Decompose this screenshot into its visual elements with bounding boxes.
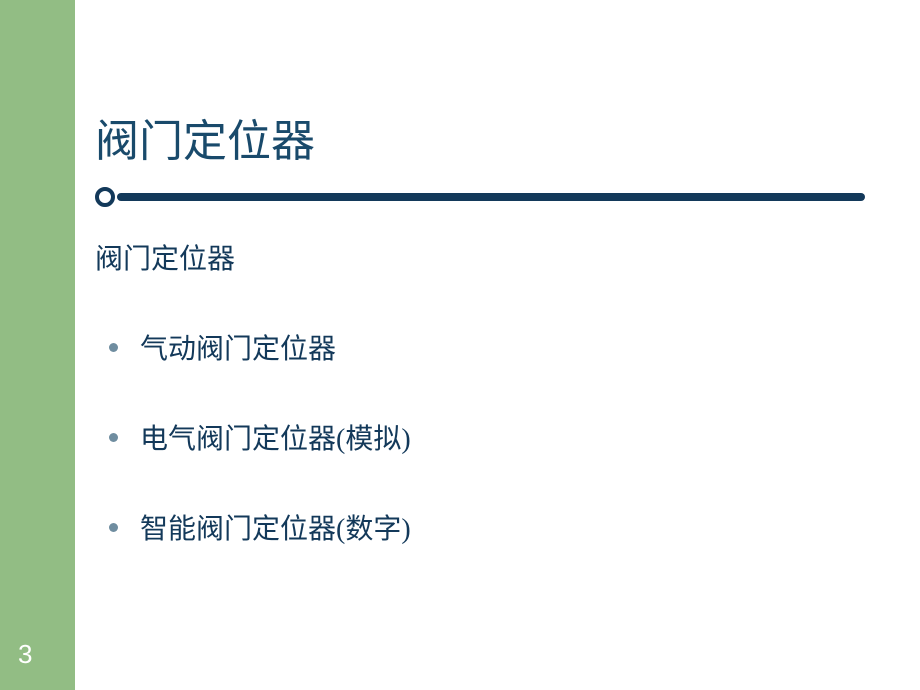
list-item: 智能阀门定位器(数字) <box>109 507 885 547</box>
bullet-text: 电气阀门定位器(模拟) <box>140 417 411 457</box>
bullet-dot-icon <box>109 523 118 532</box>
bullet-text: 气动阀门定位器 <box>140 327 336 367</box>
slide-title: 阀门定位器 <box>95 105 885 169</box>
list-item: 电气阀门定位器(模拟) <box>109 417 885 457</box>
bullet-dot-icon <box>109 343 118 352</box>
bullet-text: 智能阀门定位器(数字) <box>140 507 411 547</box>
bullet-dot-icon <box>109 433 118 442</box>
bullet-list: 气动阀门定位器 电气阀门定位器(模拟) 智能阀门定位器(数字) <box>95 327 885 547</box>
title-divider <box>95 187 865 207</box>
divider-circle-icon <box>95 187 115 207</box>
slide-subtitle: 阀门定位器 <box>95 237 885 277</box>
slide-content: 阀门定位器 阀门定位器 气动阀门定位器 电气阀门定位器(模拟) 智能阀门定位器(… <box>95 105 885 597</box>
divider-line <box>117 193 865 201</box>
sidebar-accent <box>0 0 75 690</box>
list-item: 气动阀门定位器 <box>109 327 885 367</box>
page-number: 3 <box>18 639 32 670</box>
